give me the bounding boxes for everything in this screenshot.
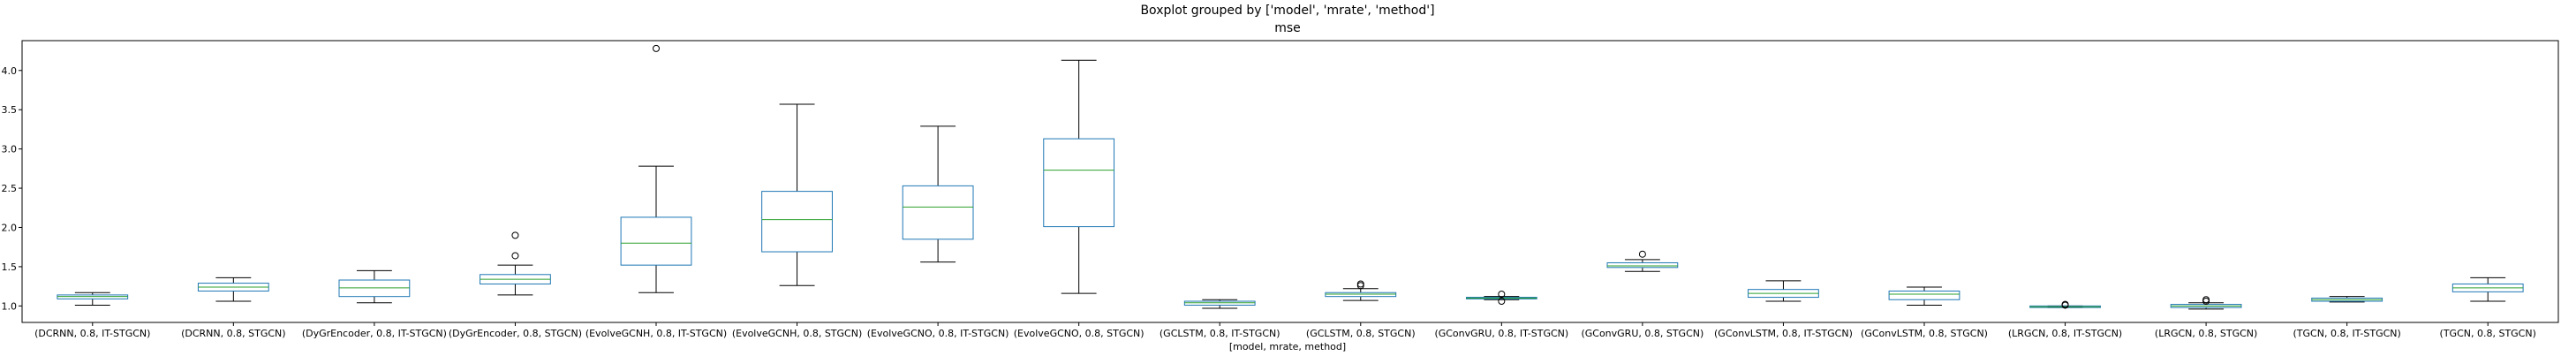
box-group: (LRGCN, 0.8, STGCN) (2155, 296, 2257, 339)
y-tick-label: 2.0 (2, 222, 18, 233)
box-group: (LRGCN, 0.8, IT-STGCN) (2008, 300, 2122, 339)
x-tick-label: (GConvGRU, 0.8, STGCN) (1581, 328, 1703, 339)
outlier-point (2202, 296, 2210, 304)
plot-area: 1.0 1.5 2.0 2.5 3.0 3.5 4.0 (DCRNN, 0.8, IT-STG… (2, 40, 2559, 339)
x-tick-label: (TGCN, 0.8, IT-STGCN) (2293, 328, 2401, 339)
x-tick-label: (GConvLSTM, 0.8, STGCN) (1861, 328, 1988, 339)
outlier-point (1638, 250, 1646, 258)
outlier-point (1356, 280, 1364, 288)
box-group: (DCRNN, 0.8, STGCN) (181, 276, 286, 339)
box-group: (GCLSTM, 0.8, IT-STGCN) (1160, 299, 1280, 339)
y-tick-label: 4.0 (2, 65, 18, 77)
box-group: (GConvLSTM, 0.8, IT-STGCN) (1714, 280, 1853, 339)
axes-title: mse (1274, 21, 1301, 35)
outlier-point (511, 252, 519, 260)
x-tick-label: (GConvLSTM, 0.8, IT-STGCN) (1714, 328, 1853, 339)
x-tick-label: (GCLSTM, 0.8, IT-STGCN) (1160, 328, 1280, 339)
box-group: (DCRNN, 0.8, IT-STGCN) (34, 292, 150, 339)
outlier-point (1498, 291, 1506, 299)
x-axis-label: [model, mrate, method] (1229, 341, 1346, 352)
box-group: (GConvLSTM, 0.8, STGCN) (1861, 286, 1988, 339)
x-tick-label: (TGCN, 0.8, STGCN) (2440, 328, 2536, 339)
y-tick-label: 3.0 (2, 144, 18, 155)
x-tick-label: (EvolveGCNO, 0.8, IT-STGCN) (867, 328, 1009, 339)
x-tick-label: (LRGCN, 0.8, IT-STGCN) (2008, 328, 2122, 339)
box-group: (TGCN, 0.8, STGCN) (2440, 276, 2536, 339)
box-group: (GConvGRU, 0.8, IT-STGCN) (1434, 291, 1568, 339)
iqr-box (761, 191, 833, 253)
outlier-point (1498, 298, 1506, 306)
y-tick-label: 1.0 (2, 300, 18, 312)
axes-frame (21, 40, 2559, 323)
x-tick-label: (DyGrEncoder, 0.8, STGCN) (449, 328, 582, 339)
x-tick-label: (EvolveGCNH, 0.8, IT-STGCN) (585, 328, 727, 339)
y-tick-label: 1.5 (2, 261, 18, 273)
y-tick-label: 3.5 (2, 104, 18, 116)
iqr-box (1043, 138, 1115, 228)
x-tick-label: (EvolveGCNH, 0.8, STGCN) (732, 328, 862, 339)
x-tick-label: (EvolveGCNO, 0.8, STGCN) (1014, 328, 1144, 339)
outlier-point (511, 231, 519, 239)
x-tick-label: (DCRNN, 0.8, IT-STGCN) (34, 328, 150, 339)
x-tick-label: (GConvGRU, 0.8, IT-STGCN) (1434, 328, 1568, 339)
x-tick-label: (GCLSTM, 0.8, STGCN) (1306, 328, 1416, 339)
y-tick-label: 2.5 (2, 183, 18, 194)
box-group: (GCLSTM, 0.8, STGCN) (1306, 280, 1416, 339)
box-group: (TGCN, 0.8, IT-STGCN) (2293, 296, 2401, 339)
iqr-box (902, 185, 974, 240)
iqr-box (1888, 290, 1960, 300)
box-group: (DyGrEncoder, 0.8, IT-STGCN) (302, 269, 447, 339)
iqr-box (620, 216, 692, 266)
box-group: (EvolveGCNH, 0.8, STGCN) (732, 103, 862, 339)
iqr-box (1606, 261, 1679, 269)
outlier-point (2061, 300, 2069, 308)
figure-suptitle: Boxplot grouped by ['model', 'mrate', 'm… (1140, 4, 1434, 18)
box-group: (DyGrEncoder, 0.8, STGCN) (449, 231, 582, 339)
box-group: (EvolveGCNH, 0.8, IT-STGCN) (585, 44, 727, 339)
x-tick-label: (DyGrEncoder, 0.8, IT-STGCN) (302, 328, 447, 339)
box-group: (EvolveGCNO, 0.8, IT-STGCN) (867, 125, 1009, 339)
outlier-point (653, 44, 660, 52)
box-group: (GConvGRU, 0.8, STGCN) (1581, 250, 1703, 339)
x-tick-label: (LRGCN, 0.8, STGCN) (2155, 328, 2257, 339)
x-tick-label: (DCRNN, 0.8, STGCN) (181, 328, 285, 339)
box-group: (EvolveGCNO, 0.8, STGCN) (1014, 59, 1144, 339)
